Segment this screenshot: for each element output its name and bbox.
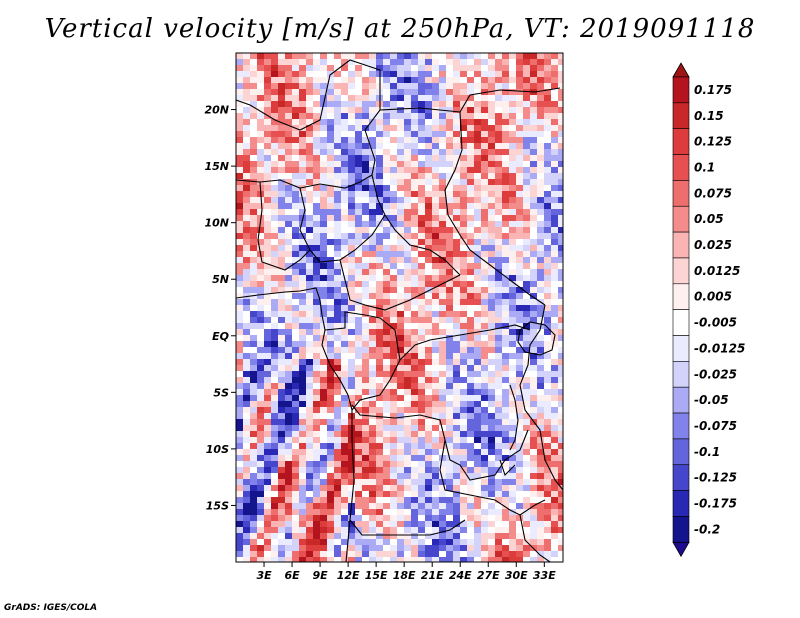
colorbar-swatch <box>672 309 690 336</box>
velocity-field <box>236 53 563 562</box>
y-axis: 20N 15N 10N 5N EQ 5S 10S 15S <box>204 104 236 512</box>
colorbar-swatch <box>672 180 690 207</box>
colorbar-label: -0.075 <box>694 419 737 433</box>
colorbar-top-arrow <box>672 62 690 78</box>
colorbar-bottom-arrow <box>672 541 690 558</box>
colorbar-label: 0.05 <box>694 212 724 226</box>
x-tick-label: 21E <box>421 569 444 582</box>
x-tick-label: 9E <box>312 569 328 582</box>
colorbar-label: -0.05 <box>694 393 729 407</box>
lake-tanganyika <box>509 384 519 451</box>
y-tick-label: 20N <box>204 104 229 117</box>
x-tick-label: 30E <box>505 569 528 582</box>
border-line <box>324 311 401 411</box>
colorbar-swatch <box>672 386 690 414</box>
colorbar-label: -0.175 <box>694 497 737 511</box>
colorbar-label: 0.125 <box>694 135 732 149</box>
colorbar-swatch <box>672 257 690 285</box>
y-tick-label: 10N <box>204 217 229 230</box>
y-tick-label: 5N <box>212 273 229 286</box>
coastline <box>236 287 355 562</box>
lake-victoria <box>517 321 556 356</box>
x-tick-label: 18E <box>393 569 416 582</box>
x-tick-label: 24E <box>449 569 472 582</box>
x-axis: 3E 6E 9E 12E 15E 18E 21E 24E 27E 30E 33E <box>256 562 556 582</box>
border-line <box>339 259 461 311</box>
border-line <box>257 181 311 271</box>
colorbar-label: -0.125 <box>694 471 737 485</box>
x-tick-label: 15E <box>365 569 388 582</box>
colorbar-swatch <box>672 283 690 310</box>
y-tick-label: EQ <box>212 330 229 343</box>
colorbar-label: -0.2 <box>694 522 720 536</box>
border-line <box>459 87 561 113</box>
y-tick-label: 15S <box>206 499 229 512</box>
colorbar-label: 0.005 <box>694 290 732 304</box>
colorbar-label: -0.0125 <box>694 341 745 355</box>
border-line <box>519 304 563 491</box>
border-line <box>499 459 516 477</box>
x-tick-label: 33E <box>533 569 556 582</box>
colorbar-swatch <box>672 438 690 466</box>
x-tick-label: 6E <box>284 569 300 582</box>
colorbar-swatch <box>672 361 690 388</box>
border-line <box>444 111 546 306</box>
colorbar-label: 0.075 <box>694 186 732 200</box>
border-line <box>399 324 531 361</box>
x-tick-label: 27E <box>477 569 500 582</box>
border-line <box>519 514 551 562</box>
colorbar-swatch <box>672 154 690 181</box>
y-tick-label: 10S <box>206 443 229 456</box>
colorbar-label: 0.175 <box>694 83 732 97</box>
plot-frame <box>235 52 564 563</box>
y-tick-label: 5S <box>213 386 229 399</box>
colorbar-swatch <box>672 231 690 259</box>
border-line <box>439 439 546 516</box>
border-line <box>349 519 466 536</box>
chart-title: Vertical velocity [m/s] at 250hPa, VT: 2… <box>44 14 756 44</box>
x-tick-label: 3E <box>256 569 272 582</box>
colorbar-label: 0.025 <box>694 238 732 252</box>
country-borders <box>236 59 563 562</box>
colorbar-swatch <box>672 205 690 233</box>
colorbar-swatch <box>672 516 690 543</box>
colorbar-swatch <box>672 128 690 155</box>
colorbar-label: -0.025 <box>694 367 737 381</box>
colorbar-label: 0.0125 <box>694 264 740 278</box>
y-tick-label: 15N <box>204 160 229 173</box>
border-line <box>299 187 386 263</box>
border-line <box>351 404 529 481</box>
x-tick-label: 12E <box>337 569 360 582</box>
grads-credit: GrADS: IGES/COLA <box>4 603 98 613</box>
colorbar-swatch <box>672 335 690 362</box>
colorbar-label: 0.15 <box>694 109 724 123</box>
border-line <box>371 174 461 276</box>
colorbar-swatch <box>672 464 690 491</box>
colorbar-swatch <box>672 490 690 517</box>
border-line <box>236 59 381 131</box>
colorbar: 0.175 0.15 0.125 0.1 0.075 0.05 0.025 0.0125 0.0… <box>672 62 745 558</box>
colorbar-swatch <box>672 412 690 440</box>
colorbar-label: -0.005 <box>694 316 737 330</box>
colorbar-label: 0.1 <box>694 160 715 174</box>
colorbar-label: -0.1 <box>694 445 720 459</box>
colorbar-swatch <box>672 102 690 129</box>
colorbar-swatch <box>672 76 690 104</box>
